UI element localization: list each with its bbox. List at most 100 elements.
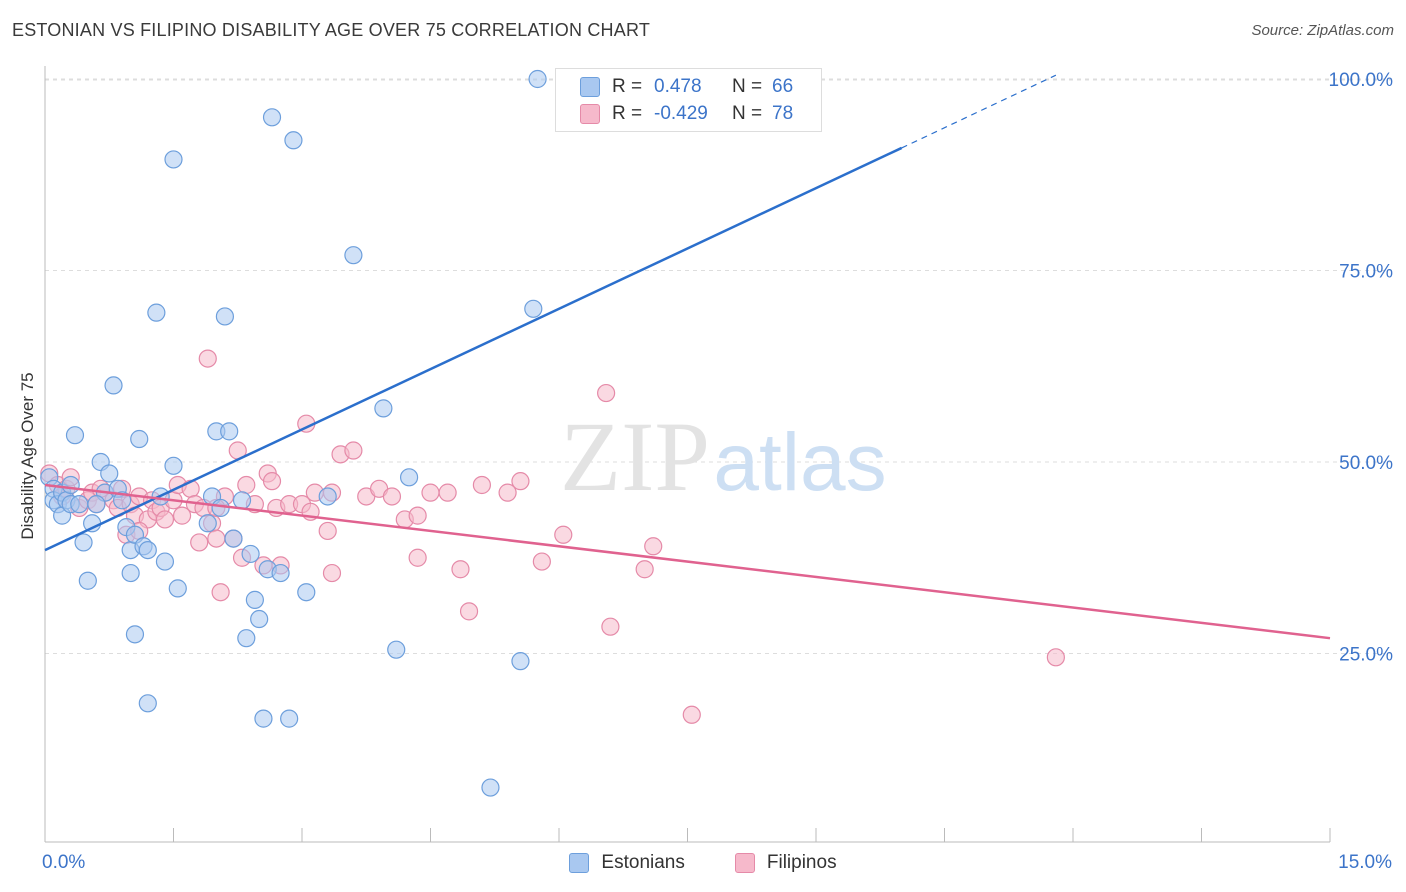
estonians-trend-extension (901, 74, 1057, 149)
estonians-swatch (569, 853, 590, 873)
y-tick-label: 50.0% (1339, 453, 1393, 474)
estonian-point (87, 495, 106, 514)
estonian-point (297, 583, 316, 602)
x-tick-label-max: 15.0% (1338, 852, 1392, 873)
legend-row-filipinos: R = -0.429 N = 78 (580, 101, 793, 127)
y-tick-labels: 25.0% 50.0% 75.0% 100.0% (1329, 70, 1394, 666)
filipino-point (237, 475, 256, 495)
source-label: Source: ZipAtlas.com (1251, 22, 1394, 39)
filipinos-points (40, 349, 1065, 724)
estonian-point (237, 629, 256, 648)
estonian-point (250, 609, 269, 629)
filipino-point (554, 525, 573, 544)
filipino-point (318, 521, 337, 541)
estonian-point (399, 468, 419, 487)
filipino-point (635, 560, 654, 579)
x-tick-label-min: 0.0% (42, 852, 86, 873)
filipino-point (1046, 648, 1065, 667)
estonian-point (155, 552, 175, 571)
watermark-atlas: atlas (713, 417, 886, 508)
estonian-point (374, 399, 393, 418)
filipino-point (190, 533, 209, 552)
axes (44, 66, 1331, 843)
n-label: N = (732, 103, 763, 124)
estonian-point (387, 640, 406, 659)
y-tick-label: 75.0% (1339, 262, 1393, 283)
filipino-point (155, 510, 175, 529)
estonian-point (74, 533, 93, 552)
filipino-point (438, 483, 457, 502)
estonian-point (511, 652, 530, 671)
filipinos-swatch (734, 853, 755, 873)
legend-item-estonians[interactable]: Estonians (569, 852, 685, 874)
legend-item-filipinos[interactable]: Filipinos (734, 852, 837, 874)
estonian-point (262, 108, 282, 127)
filipino-point (408, 506, 427, 525)
estonian-point (125, 625, 145, 644)
estonians-swatch (580, 77, 600, 97)
watermark-zip: ZIP (560, 401, 710, 512)
estonians-trend-line (44, 146, 903, 552)
estonian-point (280, 709, 299, 728)
filipino-point (498, 483, 517, 502)
legend-row-estonians: R = 0.478 N = 66 (580, 74, 793, 100)
estonian-point (241, 544, 260, 564)
estonian-point (147, 303, 166, 322)
r-value: 0.478 (654, 76, 702, 97)
estonian-point (138, 540, 157, 560)
estonian-point (65, 426, 85, 445)
estonian-point (215, 307, 234, 326)
gridlines (45, 78, 1392, 654)
estonian-point (164, 150, 183, 169)
estonian-point (211, 498, 230, 518)
estonian-point (271, 563, 290, 583)
chart-title: ESTONIAN VS FILIPINO DISABILITY AGE OVER… (12, 20, 651, 40)
filipino-point (532, 552, 551, 571)
trend-lines (44, 74, 1331, 640)
y-tick-label: 100.0% (1329, 70, 1394, 91)
filipinos-trend-line (44, 483, 1331, 640)
filipino-point (344, 441, 363, 460)
estonian-point (254, 709, 273, 728)
filipino-point (682, 705, 701, 724)
filipino-point (472, 475, 491, 495)
filipino-point (207, 529, 226, 548)
estonian-point (130, 429, 149, 449)
estonian-point (168, 579, 187, 598)
filipino-point (382, 487, 402, 506)
y-tick-label: 25.0% (1339, 645, 1393, 666)
filipino-point (459, 602, 479, 621)
estonian-point (232, 491, 252, 510)
filipino-point (172, 506, 192, 525)
filipino-point (262, 472, 282, 491)
legend-label-estonians: Estonians (601, 852, 685, 873)
estonian-point (220, 422, 239, 441)
n-value: 78 (772, 103, 794, 124)
estonian-point (481, 778, 500, 797)
filipino-point (198, 349, 217, 368)
estonian-point (164, 456, 183, 475)
estonian-point (318, 487, 337, 506)
estonian-point (112, 491, 132, 510)
filipino-point (421, 483, 440, 502)
estonian-point (100, 464, 119, 483)
estonian-point (198, 514, 217, 533)
filipino-point (408, 548, 427, 567)
estonian-point (70, 495, 89, 514)
filipino-point (511, 472, 530, 491)
estonian-point (224, 529, 243, 548)
estonian-point (524, 299, 543, 318)
filipino-point (597, 383, 616, 403)
estonian-point (121, 563, 140, 583)
r-label: R = (612, 76, 643, 97)
estonian-point (78, 571, 97, 590)
estonian-point (138, 694, 157, 713)
filipino-point (211, 583, 230, 602)
series-legend: Estonians Filipinos (0, 852, 1406, 874)
n-value: 66 (772, 76, 794, 97)
n-label: N = (732, 76, 763, 97)
stats-legend: R = 0.478 N = 66 R = -0.429 N = 78 (555, 68, 822, 132)
estonian-point (528, 69, 547, 89)
r-value: -0.429 (654, 103, 708, 124)
